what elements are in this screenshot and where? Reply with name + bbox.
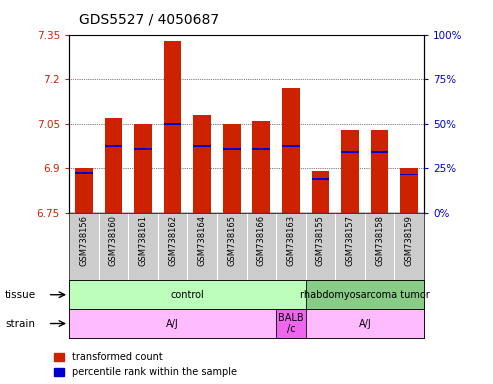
- Text: control: control: [171, 290, 204, 300]
- Bar: [69, 280, 306, 309]
- Text: BALB
/c: BALB /c: [278, 313, 304, 334]
- Text: strain: strain: [5, 318, 35, 329]
- Bar: [252, 148, 270, 150]
- Bar: [193, 145, 211, 147]
- Bar: [400, 169, 418, 213]
- Text: GSM738155: GSM738155: [316, 215, 325, 266]
- Text: A/J: A/J: [166, 318, 179, 329]
- Text: tissue: tissue: [5, 290, 36, 300]
- Text: GSM738157: GSM738157: [346, 215, 354, 266]
- Text: GSM738163: GSM738163: [286, 215, 295, 266]
- Bar: [371, 151, 388, 153]
- Bar: [223, 124, 241, 213]
- Bar: [193, 115, 211, 213]
- Bar: [341, 130, 359, 213]
- Text: GSM738162: GSM738162: [168, 215, 177, 266]
- Bar: [306, 309, 424, 338]
- Legend: transformed count, percentile rank within the sample: transformed count, percentile rank withi…: [54, 353, 237, 377]
- Bar: [341, 151, 359, 153]
- Text: GSM738161: GSM738161: [139, 215, 147, 266]
- Bar: [252, 121, 270, 213]
- Bar: [276, 309, 306, 338]
- Text: GDS5527 / 4050687: GDS5527 / 4050687: [79, 13, 219, 27]
- Bar: [371, 130, 388, 213]
- Bar: [105, 145, 122, 147]
- Text: GSM738166: GSM738166: [257, 215, 266, 266]
- Bar: [223, 148, 241, 150]
- Bar: [312, 171, 329, 213]
- Bar: [282, 145, 300, 147]
- Text: GSM738160: GSM738160: [109, 215, 118, 266]
- Text: A/J: A/J: [358, 318, 371, 329]
- Bar: [69, 309, 276, 338]
- Bar: [306, 280, 424, 309]
- Bar: [164, 40, 181, 213]
- Bar: [164, 123, 181, 125]
- Text: GSM738159: GSM738159: [405, 215, 414, 266]
- Bar: [75, 169, 93, 213]
- Text: rhabdomyosarcoma tumor: rhabdomyosarcoma tumor: [300, 290, 430, 300]
- Bar: [134, 148, 152, 150]
- Bar: [400, 174, 418, 175]
- Bar: [282, 88, 300, 213]
- Bar: [312, 178, 329, 180]
- Bar: [75, 172, 93, 174]
- Text: GSM738156: GSM738156: [79, 215, 88, 266]
- Text: GSM738158: GSM738158: [375, 215, 384, 266]
- Text: GSM738164: GSM738164: [198, 215, 207, 266]
- Text: GSM738165: GSM738165: [227, 215, 236, 266]
- Bar: [134, 124, 152, 213]
- Bar: [105, 118, 122, 213]
